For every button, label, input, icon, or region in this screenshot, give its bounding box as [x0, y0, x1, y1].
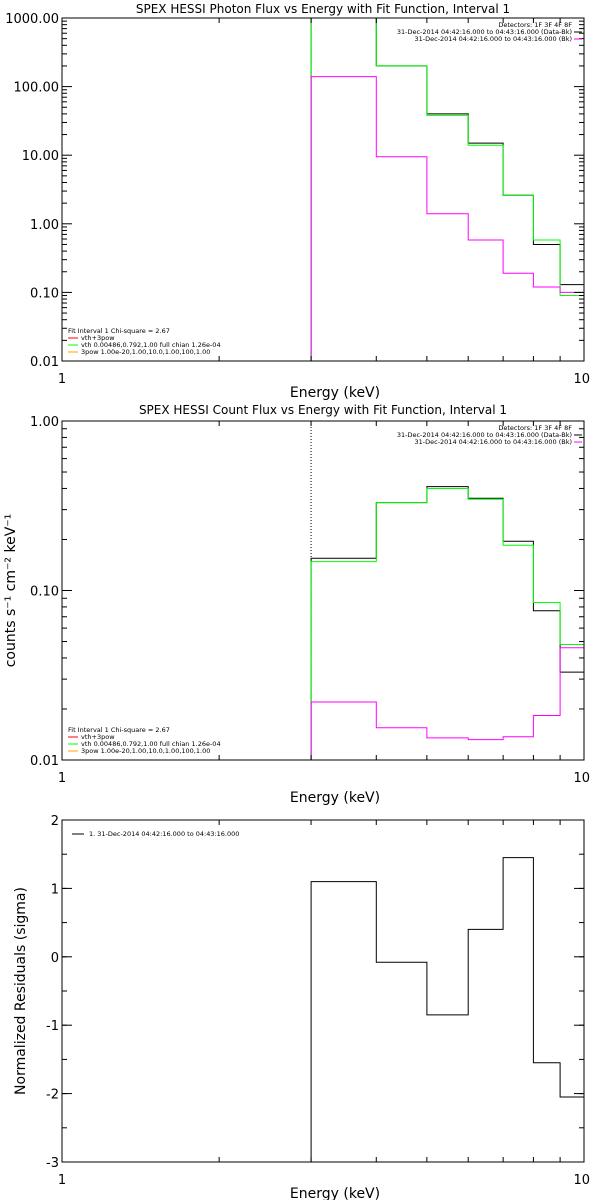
x-axis-label: Energy (keV)	[290, 1186, 380, 1200]
y-axis-label: Normalized Residuals (sigma)	[13, 887, 29, 1095]
y-tick-label: 2	[51, 814, 59, 829]
plot-data	[310, 18, 584, 361]
series-1-line	[310, 486, 584, 760]
x-tick-label: 1	[58, 771, 66, 786]
y-tick-label: 100.00	[14, 81, 60, 96]
legend-top-left-text: 1. 31-Dec-2014 04:42:16.000 to 04:43:16.…	[89, 830, 239, 838]
y-tick-label: -2	[46, 1088, 59, 1103]
series-1-line	[310, 18, 584, 361]
legend-top-right-text: 31-Dec-2014 04:42:16.000 to 04:43:16.000…	[415, 438, 573, 446]
y-tick-label: 1	[51, 882, 59, 897]
y-tick-label: 1.00	[30, 415, 59, 430]
y-tick-label: 0.10	[30, 286, 59, 301]
series-3-line	[310, 647, 584, 760]
y-tick-label: 1.00	[30, 218, 59, 233]
plot-data	[310, 421, 584, 760]
legend-bottom-left-text: 3pow 1.00e-20,1.00,10.0,1.00,100,1.00	[81, 348, 210, 356]
y-tick-label: 1000.00	[5, 12, 59, 27]
y-tick-label: 10.00	[22, 149, 59, 164]
x-axis-label: Energy (keV)	[290, 385, 380, 401]
legend-top-right-text: Detectors: 1F 3F 4F 8F	[498, 21, 572, 29]
plot-frame	[61, 17, 585, 362]
legend-top-right-text: 31-Dec-2014 04:42:16.000 to 04:43:16.000…	[397, 28, 572, 36]
legend-bottom-left-text: Fit Interval 1 Chi-square = 2.67	[68, 327, 170, 335]
series-3-line	[310, 76, 584, 361]
x-tick-label: 10	[573, 1173, 590, 1188]
legend-bottom-left-text: 3pow 1.00e-20,1.00,10.0,1.00,100,1.00	[81, 747, 210, 755]
chart-title: SPEX HESSI Count Flux vs Energy with Fit…	[139, 403, 507, 417]
series-1-line	[310, 857, 584, 1162]
chart-title: SPEX HESSI Photon Flux vs Energy with Fi…	[136, 2, 510, 16]
y-tick-label: -1	[46, 1019, 59, 1034]
legend-bottom-left-text: vth 0.00486,0.792,1.00 full chian 1.26e-…	[81, 740, 221, 748]
y-tick-label: 0.10	[30, 585, 59, 600]
legend-bottom-left-text: vth+3pow	[81, 334, 115, 342]
y-tick-label: 0.01	[30, 754, 59, 769]
legend-bottom-left-text: vth+3pow	[81, 733, 115, 741]
y-axis-label: counts s⁻¹ cm⁻² keV⁻¹	[3, 514, 19, 668]
legend-top-right-text: 31-Dec-2014 04:42:16.000 to 04:43:16.000…	[415, 35, 573, 43]
legend-top-right-text: 31-Dec-2014 04:42:16.000 to 04:43:16.000…	[397, 431, 572, 439]
legend-bottom-left-text: vth 0.00486,0.792,1.00 full chian 1.26e-…	[81, 341, 221, 349]
plot-frame	[61, 819, 585, 1163]
x-tick-label: 1	[58, 372, 66, 387]
x-tick-label: 10	[573, 372, 590, 387]
y-tick-label: 0.01	[30, 355, 59, 370]
legend-bottom-left-text: Fit Interval 1 Chi-square = 2.67	[68, 726, 170, 734]
series-2-line	[310, 488, 584, 760]
chart-panel-1: SPEX HESSI Photon Flux vs Energy with Fi…	[5, 2, 590, 401]
x-axis-label: Energy (keV)	[290, 790, 380, 806]
x-tick-label: 1	[58, 1173, 66, 1188]
y-tick-label: -3	[46, 1156, 59, 1171]
chart-panel-2: SPEX HESSI Count Flux vs Energy with Fit…	[3, 403, 590, 806]
plot-data	[310, 857, 584, 1162]
series-2-line	[310, 18, 584, 361]
y-tick-label: 0	[51, 951, 59, 966]
x-tick-label: 10	[573, 771, 590, 786]
plot-frame	[61, 420, 585, 761]
legend-top-right-text: Detectors: 1F 3F 4F 8F	[498, 424, 572, 432]
